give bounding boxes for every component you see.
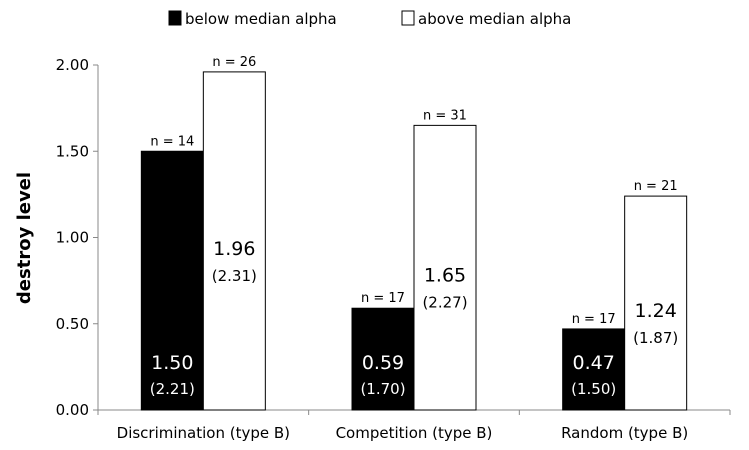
value-label: 0.59 bbox=[362, 352, 404, 374]
legend-swatch-above bbox=[401, 10, 415, 26]
x-category-label: Random (type B) bbox=[561, 424, 688, 442]
sd-label: (1.70) bbox=[360, 380, 405, 398]
n-label: n = 14 bbox=[150, 134, 194, 149]
bar-above-median bbox=[413, 124, 477, 411]
value-label: 1.96 bbox=[213, 238, 255, 260]
value-label: 0.47 bbox=[573, 352, 615, 374]
y-tick-label: 1.00 bbox=[56, 229, 89, 247]
bar-above-median bbox=[202, 71, 266, 411]
sd-label: (2.31) bbox=[212, 267, 257, 285]
x-category-label: Discrimination (type B) bbox=[117, 424, 290, 442]
bar-above-median bbox=[624, 195, 688, 411]
y-tick-label: 2.00 bbox=[56, 56, 89, 74]
sd-label: (2.21) bbox=[150, 380, 195, 398]
y-tick-label: 0.00 bbox=[56, 401, 89, 419]
n-label: n = 31 bbox=[423, 108, 467, 123]
y-axis-label: destroy level bbox=[14, 172, 35, 304]
y-tick-label: 1.50 bbox=[56, 142, 89, 160]
data-labels: n = 14 1.50 (2.21) n = 26 1.96 (2.31) n = 17 0.… bbox=[150, 55, 678, 398]
bar-below-median bbox=[140, 150, 204, 411]
x-category-label: Competition (type B) bbox=[336, 424, 493, 442]
n-label: n = 17 bbox=[572, 312, 616, 327]
n-label: n = 21 bbox=[634, 179, 678, 194]
value-label: 1.50 bbox=[151, 352, 193, 374]
sd-label: (2.27) bbox=[422, 294, 467, 312]
axes: 0.00 0.50 1.00 1.50 2.00 Discrimination (type… bbox=[56, 56, 731, 442]
bar-below-median bbox=[562, 328, 626, 411]
sd-label: (1.87) bbox=[633, 329, 678, 347]
bars bbox=[140, 71, 688, 411]
y-tick-label: 0.50 bbox=[56, 315, 89, 333]
value-label: 1.24 bbox=[635, 300, 677, 322]
legend-swatch-below bbox=[168, 10, 182, 26]
n-label: n = 26 bbox=[212, 55, 256, 70]
sd-label: (1.50) bbox=[571, 380, 616, 398]
legend-label-below: below median alpha bbox=[185, 10, 337, 28]
legend-label-above: above median alpha bbox=[418, 10, 571, 28]
legend: below median alpha above median alpha bbox=[168, 10, 571, 28]
n-label: n = 17 bbox=[361, 291, 405, 306]
value-label: 1.65 bbox=[424, 265, 466, 287]
